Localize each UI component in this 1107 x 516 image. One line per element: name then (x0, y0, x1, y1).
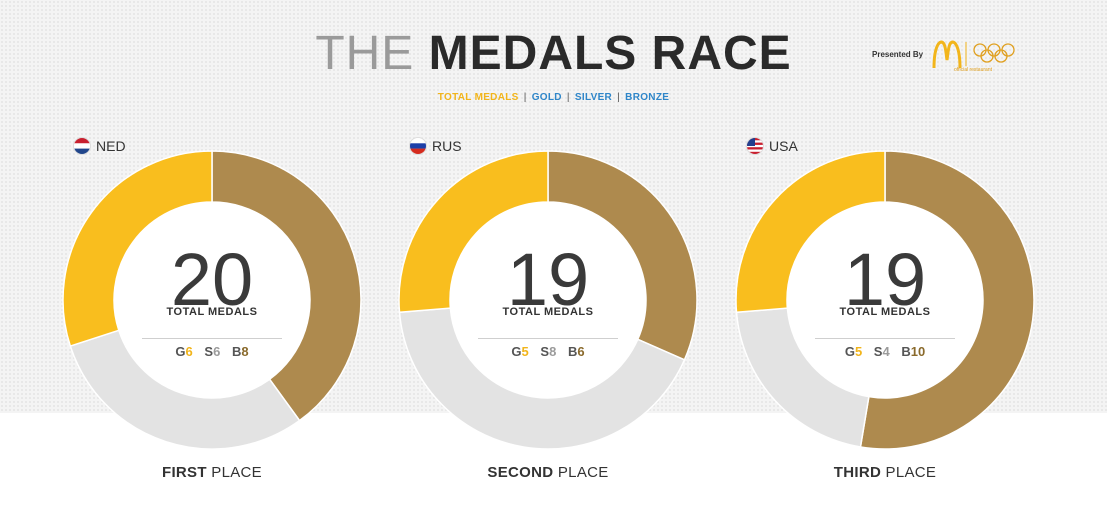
legend-separator: | (523, 92, 527, 103)
gold-prefix: G (511, 344, 522, 359)
divider (478, 338, 618, 339)
country-panel: RUS 19 TOTAL MEDALS G5 S8 B6 SECOND PLAC… (398, 130, 698, 500)
usa-flag-icon (747, 138, 763, 154)
silver-count: 4 (882, 344, 890, 359)
country-panel: USA 19 TOTAL MEDALS G5 S4 B10 THIRD PLAC… (735, 130, 1035, 500)
gold-count: 5 (854, 344, 863, 359)
country-code: USA (769, 138, 798, 154)
donut-center (787, 202, 983, 398)
country-label: USA (747, 138, 798, 154)
place-label: FIRST PLACE (62, 464, 362, 481)
silver-prefix: S (204, 344, 214, 359)
place-rank: FIRST (161, 464, 207, 481)
donut-slice-gold[interactable] (735, 150, 886, 314)
page-title-light: THE (315, 27, 415, 80)
legend-bronze[interactable]: BRONZE (625, 92, 670, 103)
total-medals-value: 19 (843, 238, 927, 321)
total-medals-value: 19 (506, 238, 590, 321)
gold-prefix: G (844, 344, 855, 359)
donut-slice-silver[interactable] (69, 329, 301, 450)
silver-count: 6 (213, 344, 221, 359)
donut-chart (735, 150, 1035, 450)
bronze-prefix: B (231, 344, 242, 359)
bronze-count: 6 (577, 344, 585, 359)
silver-count: 8 (549, 344, 557, 359)
donut-slice-bronze[interactable] (859, 150, 1035, 450)
bronze-count: 8 (241, 344, 249, 359)
gold-count: 5 (521, 344, 529, 359)
place-label: SECOND PLACE (398, 464, 698, 481)
silver-prefix: S (873, 344, 883, 359)
place-suffix: PLACE (211, 464, 262, 481)
sponsor-logo-icon (932, 40, 1015, 69)
legend-silver[interactable]: SILVER (574, 92, 613, 103)
donut-slice-bronze[interactable] (211, 150, 362, 422)
legend: TOTAL MEDALS | GOLD | SILVER | BRONZE (0, 92, 1107, 103)
donut-chart (62, 150, 362, 450)
country-panel: NED 20 TOTAL MEDALS G6 S6 B8 FIRST PLACE (62, 130, 362, 500)
gold-prefix: G (175, 344, 186, 359)
place-label: THIRD PLACE (735, 464, 1035, 481)
bronze-prefix: B (901, 344, 911, 359)
donut-center (450, 202, 646, 398)
medal-breakdown: G5 S4 B10 (735, 344, 1035, 359)
total-medals-label: TOTAL MEDALS (839, 306, 931, 318)
total-medals-label: TOTAL MEDALS (166, 306, 258, 318)
total-medals-value: 20 (170, 238, 254, 321)
netherlands-flag-icon (74, 138, 90, 154)
total-medals-label: TOTAL MEDALS (502, 306, 594, 318)
sponsor-subtitle: official restaurant (954, 67, 992, 73)
bronze-prefix: B (567, 344, 578, 359)
donut-center (114, 202, 310, 398)
page-title-bold: MEDALS RACE (428, 27, 792, 80)
legend-separator: | (617, 92, 621, 103)
donut-slice-bronze[interactable] (547, 150, 698, 361)
sponsor-block: Presented By official restaurant (868, 36, 1038, 76)
legend-separator: | (566, 92, 570, 103)
place-rank: SECOND (487, 464, 554, 481)
legend-total[interactable]: TOTAL MEDALS (437, 92, 519, 103)
donut-slice-gold[interactable] (62, 150, 213, 347)
divider (815, 338, 955, 339)
country-code: NED (96, 138, 126, 154)
donut-slice-silver[interactable] (398, 307, 686, 450)
divider (142, 338, 282, 339)
place-suffix: PLACE (557, 464, 609, 481)
country-label: NED (74, 138, 126, 154)
donut-chart (398, 150, 698, 450)
donut-slice-gold[interactable] (398, 150, 549, 314)
place-rank: THIRD (833, 464, 882, 481)
gold-count: 6 (185, 344, 193, 359)
russia-flag-icon (410, 138, 426, 154)
place-suffix: PLACE (885, 464, 937, 481)
bronze-count: 10 (910, 344, 926, 359)
legend-gold[interactable]: GOLD (531, 92, 562, 103)
medal-breakdown: G5 S8 B6 (398, 344, 698, 359)
medal-breakdown: G6 S6 B8 (62, 344, 362, 359)
country-code: RUS (432, 138, 462, 154)
silver-prefix: S (540, 344, 550, 359)
sponsor-label: Presented By (872, 50, 924, 59)
page-title: THE MEDALS RACE (0, 26, 1107, 82)
country-label: RUS (410, 138, 462, 154)
